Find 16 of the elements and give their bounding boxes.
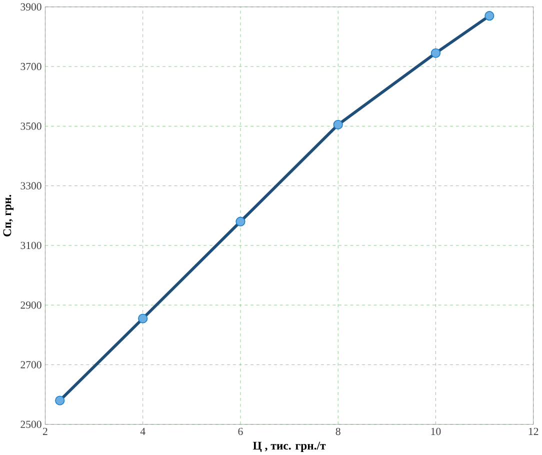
y-tick-label: 3500	[20, 122, 42, 130]
y-tick-label: 3100	[20, 242, 42, 249]
x-tick-label: 2	[43, 428, 48, 435]
y-tick-label: 3900	[20, 3, 42, 10]
y-tick-label: 3700	[20, 62, 42, 70]
x-tick-label: 12	[528, 428, 538, 435]
x-tick-label: 4	[140, 428, 146, 435]
y-tick-label: 2500	[20, 420, 42, 428]
y-tick-label: 2900	[20, 301, 42, 309]
y-axis-title: Сп, грн.	[3, 194, 14, 236]
x-tick-label: 6	[238, 428, 243, 435]
x-tick-label: 10	[431, 428, 441, 435]
x-tick-label: 8	[336, 428, 340, 435]
y-tick-label: 2700	[20, 360, 42, 368]
y-tick-label: 3300	[20, 182, 42, 190]
x-axis-title: Ц , тис. грн./т	[252, 442, 326, 452]
